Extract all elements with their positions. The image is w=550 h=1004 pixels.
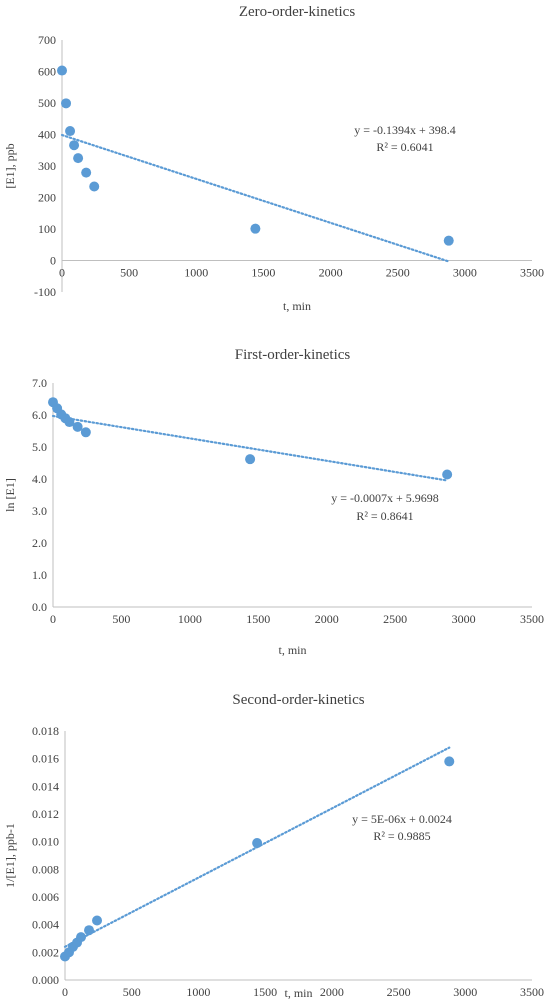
data-point xyxy=(444,756,455,767)
x-tick-label: 1500 xyxy=(246,612,270,626)
data-point xyxy=(80,427,91,438)
x-tick-label: 500 xyxy=(112,612,130,626)
data-point xyxy=(69,140,80,151)
x-axis-label: t, min xyxy=(283,299,311,313)
data-point xyxy=(72,421,83,432)
y-tick-label: 0.010 xyxy=(32,835,59,849)
x-tick-label: 3500 xyxy=(520,612,544,626)
data-point xyxy=(442,469,453,480)
trendline-equation: y = -0.0007x + 5.9698 xyxy=(331,491,439,505)
x-tick-label: 1000 xyxy=(184,266,208,280)
y-tick-label: 3.0 xyxy=(32,504,47,518)
x-tick-label: 500 xyxy=(120,266,138,280)
x-tick-label: 1500 xyxy=(253,985,277,999)
x-tick-label: 2500 xyxy=(383,612,407,626)
trendline-equation: y = 5E-06x + 0.0024 xyxy=(352,812,452,826)
y-tick-label: 0.004 xyxy=(32,918,59,932)
chart-zero-order: Zero-order-kinetics-10001002003004005006… xyxy=(3,4,544,313)
y-tick-label: 0.000 xyxy=(32,973,59,987)
x-tick-label: 1500 xyxy=(251,266,275,280)
y-tick-label: 2.0 xyxy=(32,536,47,550)
data-point xyxy=(245,454,256,465)
data-point xyxy=(250,223,261,234)
y-tick-label: 0.002 xyxy=(32,945,59,959)
y-tick-label: 200 xyxy=(38,191,56,205)
y-tick-label: 0.016 xyxy=(32,752,59,766)
x-tick-label: 1000 xyxy=(178,612,202,626)
x-tick-label: 3000 xyxy=(453,985,477,999)
x-tick-label: 2500 xyxy=(386,266,410,280)
trendline-r-squared: R² = 0.6041 xyxy=(376,140,433,154)
chart-title: Second-order-kinetics xyxy=(232,692,364,708)
data-point xyxy=(73,153,84,164)
y-axis-label: [E1], ppb xyxy=(3,143,17,188)
y-tick-label: 600 xyxy=(38,65,56,79)
data-point xyxy=(252,838,263,849)
x-tick-label: 1000 xyxy=(186,985,210,999)
data-point xyxy=(65,126,76,137)
chart-title: Zero-order-kinetics xyxy=(239,4,355,20)
trendline xyxy=(51,414,449,482)
x-tick-label: 0 xyxy=(50,612,56,626)
y-tick-label: 0 xyxy=(50,254,56,268)
x-tick-label: 3000 xyxy=(453,266,477,280)
trendline xyxy=(60,133,450,263)
x-axis-label: t, min xyxy=(278,643,306,657)
y-tick-label: 100 xyxy=(38,222,56,236)
data-point xyxy=(61,98,72,109)
y-axis-label: ln [E1] xyxy=(3,478,17,512)
y-tick-label: 1.0 xyxy=(32,568,47,582)
y-tick-label: 0.014 xyxy=(32,779,59,793)
chart-title: First-order-kinetics xyxy=(235,347,351,363)
trendline-r-squared: R² = 0.9885 xyxy=(373,829,430,843)
chart-first-order: First-order-kinetics 0.0 1.0 2.0 3.0 4.0 5.0 6.… xyxy=(3,347,544,657)
y-tick-label: -100 xyxy=(34,285,56,299)
x-tick-label: 3500 xyxy=(520,985,544,999)
y-tick-label: 0.006 xyxy=(32,890,59,904)
data-point xyxy=(57,65,67,76)
y-tick-label: 500 xyxy=(38,96,56,110)
x-tick-label: 2500 xyxy=(387,985,411,999)
trendline-equation: y = -0.1394x + 398.4 xyxy=(354,123,456,137)
x-tick-label: 2000 xyxy=(315,612,339,626)
trendline-r-squared: R² = 0.8641 xyxy=(356,509,413,523)
data-point xyxy=(92,915,103,926)
data-point xyxy=(89,181,100,192)
chart-second-order: Second-order-kinetics 0.000 0.002 0.004 0.00… xyxy=(3,692,544,1000)
y-tick-label: 6.0 xyxy=(32,408,47,422)
data-point xyxy=(64,417,75,428)
y-tick-label: 0.008 xyxy=(32,862,59,876)
x-axis-label: t, min xyxy=(284,986,312,1000)
y-axis-label: 1/[E1], ppb-1 xyxy=(3,823,17,888)
y-tick-label: 700 xyxy=(38,33,56,47)
data-point xyxy=(84,925,95,936)
x-tick-label: 2000 xyxy=(320,985,344,999)
x-tick-label: 3000 xyxy=(452,612,476,626)
y-tick-label: 5.0 xyxy=(32,440,47,454)
data-point xyxy=(81,167,92,178)
y-tick-label: 7.0 xyxy=(32,376,47,390)
y-tick-label: 0.018 xyxy=(32,724,59,738)
data-point xyxy=(76,932,87,943)
x-tick-label: 0 xyxy=(62,985,68,999)
x-tick-label: 0 xyxy=(59,266,65,280)
data-point xyxy=(443,235,454,246)
y-tick-label: 300 xyxy=(38,159,56,173)
x-tick-label: 500 xyxy=(123,985,141,999)
y-tick-label: 0.0 xyxy=(32,600,47,614)
x-tick-label: 3500 xyxy=(520,266,544,280)
y-tick-label: 4.0 xyxy=(32,472,47,486)
x-tick-label: 2000 xyxy=(319,266,343,280)
y-tick-label: 0.012 xyxy=(32,807,59,821)
y-tick-label: 400 xyxy=(38,128,56,142)
